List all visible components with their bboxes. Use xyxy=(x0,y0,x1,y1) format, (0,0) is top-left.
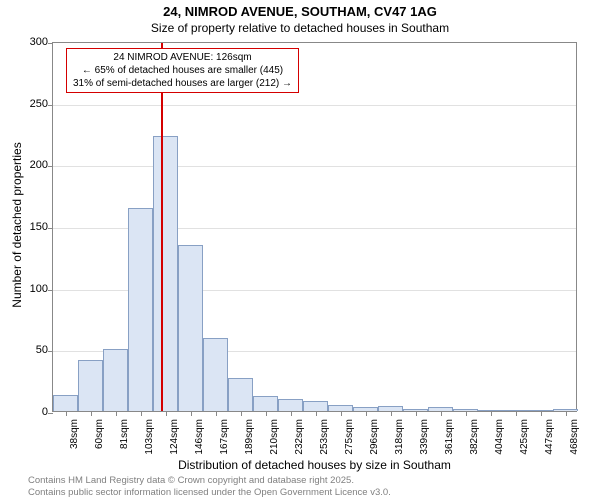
x-tick-label: 81sqm xyxy=(119,419,130,449)
x-tick xyxy=(566,411,567,416)
x-tick xyxy=(491,411,492,416)
y-tick-label: 200 xyxy=(30,159,48,171)
x-tick-label: 103sqm xyxy=(144,419,155,455)
x-tick xyxy=(316,411,317,416)
x-tick-label: 253sqm xyxy=(319,419,330,455)
histogram-bar xyxy=(253,396,278,411)
x-tick xyxy=(291,411,292,416)
histogram-bar xyxy=(103,349,128,411)
y-tick-label: 100 xyxy=(30,283,48,295)
annotation-line: 31% of semi-detached houses are larger (… xyxy=(73,77,292,90)
y-tick-label: 300 xyxy=(30,36,48,48)
annotation-line: ← 65% of detached houses are smaller (44… xyxy=(73,64,292,77)
annotation-line: 24 NIMROD AVENUE: 126sqm xyxy=(73,51,292,64)
y-tick xyxy=(48,105,53,106)
x-tick-label: 146sqm xyxy=(194,419,205,455)
y-tick xyxy=(48,351,53,352)
y-tick-label: 0 xyxy=(42,406,48,418)
x-tick-label: 60sqm xyxy=(94,419,105,449)
x-tick-label: 189sqm xyxy=(244,419,255,455)
chart-title: 24, NIMROD AVENUE, SOUTHAM, CV47 1AG xyxy=(0,4,600,19)
highlight-line xyxy=(161,43,163,411)
footer-line2: Contains public sector information licen… xyxy=(28,487,391,498)
footer-line1: Contains HM Land Registry data © Crown c… xyxy=(28,475,391,486)
x-tick xyxy=(241,411,242,416)
x-axis-title: Distribution of detached houses by size … xyxy=(52,458,577,472)
x-tick-label: 275sqm xyxy=(344,419,355,455)
x-tick-label: 468sqm xyxy=(569,419,580,455)
annotation-box: 24 NIMROD AVENUE: 126sqm← 65% of detache… xyxy=(66,48,299,93)
x-tick-label: 167sqm xyxy=(219,419,230,455)
x-tick xyxy=(391,411,392,416)
x-tick-label: 232sqm xyxy=(294,419,305,455)
x-tick xyxy=(516,411,517,416)
histogram-bar xyxy=(53,395,78,411)
x-tick xyxy=(466,411,467,416)
x-tick-label: 296sqm xyxy=(369,419,380,455)
x-tick-label: 361sqm xyxy=(444,419,455,455)
x-tick-label: 318sqm xyxy=(394,419,405,455)
x-tick xyxy=(541,411,542,416)
x-tick-label: 124sqm xyxy=(169,419,180,455)
x-tick xyxy=(166,411,167,416)
x-tick xyxy=(341,411,342,416)
y-tick-label: 50 xyxy=(36,344,48,356)
x-tick-label: 404sqm xyxy=(494,419,505,455)
histogram-bar xyxy=(278,399,303,411)
x-tick xyxy=(366,411,367,416)
y-tick xyxy=(48,290,53,291)
y-tick xyxy=(48,413,53,414)
histogram-bar xyxy=(128,208,153,412)
histogram-bar xyxy=(203,338,228,411)
x-tick xyxy=(416,411,417,416)
x-tick xyxy=(441,411,442,416)
x-tick-label: 425sqm xyxy=(519,419,530,455)
y-tick-label: 150 xyxy=(30,221,48,233)
x-tick xyxy=(91,411,92,416)
y-tick xyxy=(48,228,53,229)
histogram-bar xyxy=(78,360,103,411)
x-tick xyxy=(266,411,267,416)
gridline xyxy=(53,105,576,106)
x-tick-label: 339sqm xyxy=(419,419,430,455)
gridline xyxy=(53,166,576,167)
x-tick xyxy=(191,411,192,416)
chart-subtitle: Size of property relative to detached ho… xyxy=(0,21,600,35)
footer-attribution: Contains HM Land Registry data © Crown c… xyxy=(28,475,391,498)
histogram-bar xyxy=(303,401,328,411)
x-tick xyxy=(66,411,67,416)
x-tick xyxy=(116,411,117,416)
x-tick-label: 382sqm xyxy=(469,419,480,455)
x-tick xyxy=(141,411,142,416)
y-tick xyxy=(48,43,53,44)
y-axis-title: Number of detached properties xyxy=(10,142,24,307)
x-tick-label: 38sqm xyxy=(69,419,80,449)
x-tick xyxy=(216,411,217,416)
plot-area xyxy=(52,42,577,412)
x-tick-label: 210sqm xyxy=(269,419,280,455)
histogram-bar xyxy=(178,245,203,412)
histogram-bar xyxy=(153,136,178,411)
histogram-bar xyxy=(228,378,253,411)
x-tick-label: 447sqm xyxy=(544,419,555,455)
y-tick xyxy=(48,166,53,167)
y-tick-label: 250 xyxy=(30,98,48,110)
